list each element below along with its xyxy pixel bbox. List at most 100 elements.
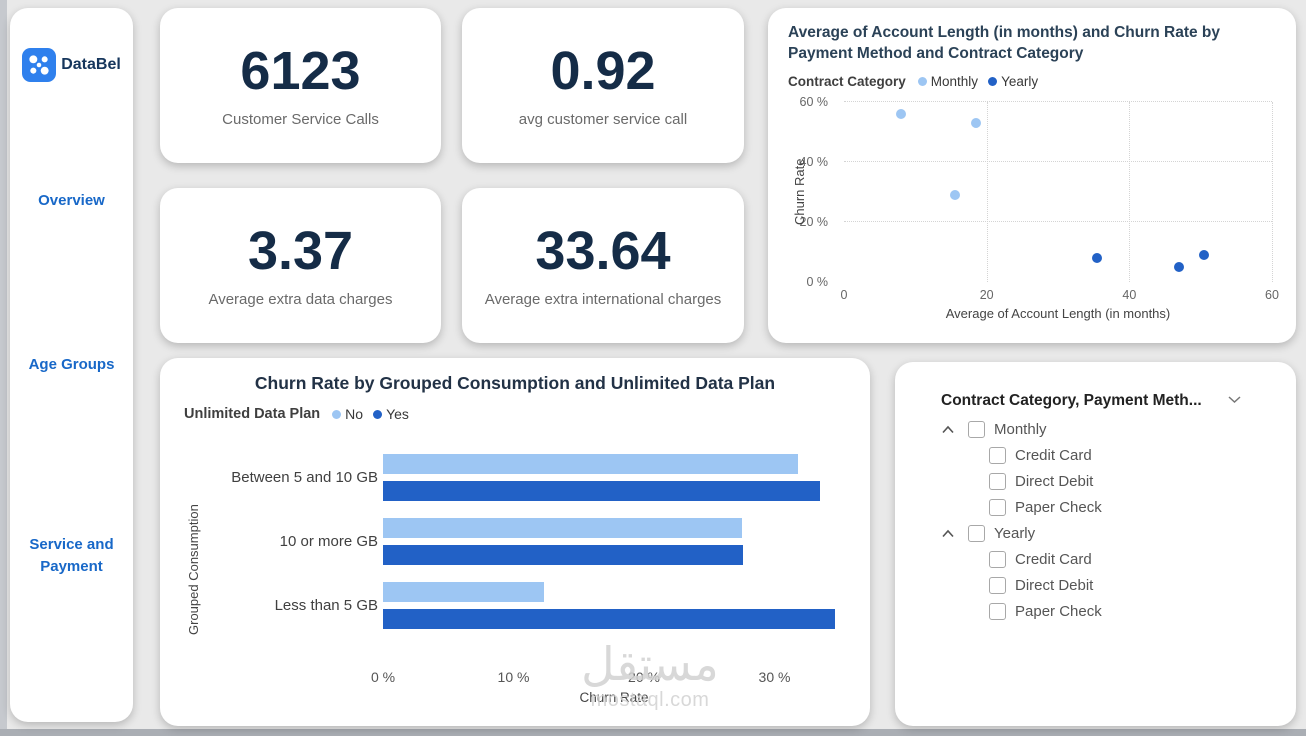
legend-item-yes[interactable]: Yes bbox=[373, 406, 409, 422]
legend-color-dot bbox=[988, 77, 998, 86]
gridline-horizontal bbox=[844, 221, 1272, 222]
x-axis-tick-label: 10 % bbox=[497, 669, 530, 685]
slicer-item-row-paper-check[interactable]: Paper Check bbox=[941, 494, 1271, 520]
x-axis-tick-label: 20 % bbox=[628, 669, 660, 685]
sidebar-item-service-and-payment[interactable]: Service and Payment bbox=[29, 536, 114, 575]
checkbox[interactable] bbox=[989, 550, 1006, 568]
legend-items: No Yes bbox=[332, 406, 409, 422]
legend-label: No bbox=[345, 406, 364, 422]
y-axis-tick-label: 0 % bbox=[806, 275, 828, 289]
slicer-tree: Monthly Credit Card Direct Debit Paper Chec… bbox=[941, 416, 1271, 624]
x-axis-tick-label: 0 % bbox=[370, 669, 396, 685]
databel-logo: DataBel bbox=[10, 48, 133, 82]
bar-no[interactable] bbox=[383, 518, 742, 538]
slicer-title: Contract Category, Payment Meth... bbox=[941, 392, 1202, 409]
bar-yes[interactable] bbox=[383, 481, 821, 501]
scatter-chart-panel: Average of Account Length (in months) an… bbox=[768, 8, 1296, 343]
checkbox[interactable] bbox=[968, 420, 985, 438]
legend-label: Yes bbox=[386, 406, 409, 422]
slicer-group-label: Monthly bbox=[994, 420, 1047, 438]
category-label: Between 5 and 10 GB bbox=[231, 469, 378, 486]
kpi-label: avg customer service call bbox=[518, 110, 688, 128]
kpi-value: 33.64 bbox=[535, 220, 671, 281]
checkbox[interactable] bbox=[989, 472, 1006, 490]
collapse-chevron-icon[interactable] bbox=[941, 425, 957, 434]
y-axis-title: Churn Rate bbox=[792, 158, 807, 225]
slicer-item-row-credit-card[interactable]: Credit Card bbox=[941, 546, 1271, 572]
x-axis-title: Average of Account Length (in months) bbox=[945, 306, 1171, 321]
slicer-item-row-direct-debit[interactable]: Direct Debit bbox=[941, 468, 1271, 494]
kpi-card-avg-extra-data-charges: 3.37 Average extra data charges bbox=[160, 188, 441, 343]
chevron-down-icon[interactable] bbox=[1227, 395, 1242, 404]
kpi-value: 3.37 bbox=[247, 220, 354, 281]
x-axis-tick-label: 60 bbox=[1265, 288, 1279, 302]
kpi-card-avg-customer-service-call: 0.92 avg customer service call bbox=[462, 8, 744, 163]
y-axis-tick-labels: 0 % 20 % 40 % 60 % bbox=[774, 95, 836, 289]
kpi-label: Average extra international charges bbox=[484, 290, 722, 308]
slicer-item-row-direct-debit[interactable]: Direct Debit bbox=[941, 572, 1271, 598]
collapse-chevron-icon[interactable] bbox=[941, 529, 957, 538]
scatter-point-monthly[interactable] bbox=[949, 190, 960, 200]
gridline-horizontal bbox=[844, 101, 1272, 102]
sidebar-item-age-groups[interactable]: Age Groups bbox=[28, 356, 115, 373]
slicer-item-row-credit-card[interactable]: Credit Card bbox=[941, 442, 1271, 468]
bar-legend: Unlimited Data Plan No Yes bbox=[184, 406, 409, 422]
gridline-vertical bbox=[986, 102, 988, 282]
kpi-card-customer-service-calls: 6123 Customer Service Calls bbox=[160, 8, 441, 163]
slicer-item-label: Credit Card bbox=[1015, 550, 1092, 568]
checkbox[interactable] bbox=[968, 524, 985, 542]
slicer-item-row-paper-check[interactable]: Paper Check bbox=[941, 598, 1271, 624]
y-axis-tick-label: 60 % bbox=[799, 95, 829, 109]
category-label: Less than 5 GB bbox=[274, 597, 378, 614]
checkbox[interactable] bbox=[989, 498, 1006, 516]
legend-item-monthly[interactable]: Monthly bbox=[917, 74, 978, 89]
slicer-panel: Contract Category, Payment Meth... Month… bbox=[895, 362, 1296, 726]
bar-plot-area bbox=[383, 454, 845, 689]
scatter-point-yearly[interactable] bbox=[1092, 253, 1103, 263]
scatter-plot-area bbox=[844, 101, 1273, 282]
kpi-label: Average extra data charges bbox=[208, 290, 393, 308]
sidebar-item-overview[interactable]: Overview bbox=[38, 192, 105, 209]
slicer-item-label: Paper Check bbox=[1015, 602, 1102, 620]
kpi-label: Customer Service Calls bbox=[222, 110, 379, 128]
y-axis-title: Grouped Consumption bbox=[186, 504, 201, 635]
scatter-point-yearly[interactable] bbox=[1174, 262, 1185, 272]
checkbox[interactable] bbox=[989, 602, 1006, 620]
gridline-vertical bbox=[1129, 102, 1131, 282]
kpi-value: 0.92 bbox=[550, 40, 656, 101]
scatter-point-monthly[interactable] bbox=[896, 109, 907, 119]
category-label: 10 or more GB bbox=[279, 533, 378, 550]
checkbox[interactable] bbox=[989, 576, 1006, 594]
legend-item-no[interactable]: No bbox=[332, 406, 363, 422]
bar-no[interactable] bbox=[383, 454, 799, 474]
scatter-point-monthly[interactable] bbox=[970, 118, 981, 128]
databel-logo-icon bbox=[22, 48, 57, 82]
window-left-edge bbox=[0, 0, 7, 736]
x-axis-tick-label: 20 bbox=[979, 288, 994, 302]
x-axis-title: Churn Rate bbox=[579, 690, 649, 705]
legend-item-yearly[interactable]: Yearly bbox=[988, 74, 1038, 89]
bar-chart-title: Churn Rate by Grouped Consumption and Un… bbox=[254, 373, 776, 393]
gridline-vertical bbox=[1272, 102, 1273, 282]
bar-no[interactable] bbox=[383, 582, 544, 602]
bar-yes[interactable] bbox=[383, 609, 835, 629]
slicer-item-label: Credit Card bbox=[1015, 446, 1092, 464]
slicer-group-row-monthly[interactable]: Monthly bbox=[941, 416, 1271, 442]
y-axis-tick-label: 20 % bbox=[799, 215, 829, 229]
legend-color-dot bbox=[917, 77, 927, 86]
kpi-card-avg-extra-international-charges: 33.64 Average extra international charge… bbox=[462, 188, 744, 343]
legend-color-dot bbox=[332, 409, 342, 419]
legend-items: Monthly Yearly bbox=[917, 74, 1038, 89]
category-axis-labels: Between 5 and 10 GB 10 or more GB Less tha… bbox=[190, 454, 378, 689]
y-axis-tick-label: 40 % bbox=[799, 155, 829, 169]
window-bottom-edge bbox=[0, 729, 1306, 736]
x-axis-tick-label: 40 bbox=[1122, 288, 1137, 302]
slicer-group-row-yearly[interactable]: Yearly bbox=[941, 520, 1271, 546]
slicer-item-label: Direct Debit bbox=[1015, 576, 1094, 594]
bar-yes[interactable] bbox=[383, 545, 744, 565]
x-axis-tick-labels: 0 20 40 60 bbox=[841, 288, 1279, 302]
checkbox[interactable] bbox=[989, 446, 1006, 464]
slicer-group-label: Yearly bbox=[994, 524, 1036, 542]
scatter-chart-title: Average of Account Length (in months) an… bbox=[788, 24, 1221, 62]
scatter-point-yearly[interactable] bbox=[1199, 250, 1210, 260]
